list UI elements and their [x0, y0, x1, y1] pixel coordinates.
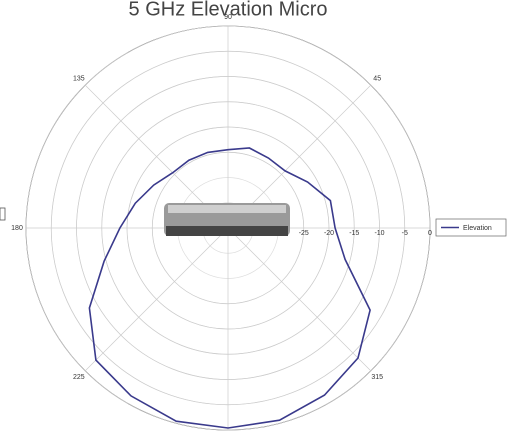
theta-tick-label: 90	[224, 14, 232, 21]
device-image	[164, 203, 290, 236]
spoke	[84, 227, 229, 372]
device-base	[166, 226, 288, 236]
r-tick-label: -10	[374, 230, 384, 237]
spoke	[227, 227, 372, 372]
chart-title: 5 GHz Elevation Micro	[129, 0, 328, 20]
theta-tick-label: 135	[73, 76, 85, 83]
device-top	[168, 205, 286, 213]
r-tick-label: -20	[324, 230, 334, 237]
r-tick-label: 0	[428, 230, 432, 237]
theta-tick-label: 315	[371, 374, 383, 381]
theta-tick-label: 225	[73, 374, 85, 381]
legend-label: Elevation	[463, 225, 492, 232]
offscreen-box	[0, 207, 6, 221]
r-tick-label: -15	[349, 230, 359, 237]
theta-tick-label: 45	[373, 76, 381, 83]
legend-box	[435, 218, 507, 237]
theta-tick-label: 180	[11, 225, 23, 232]
r-tick-label: -5	[402, 230, 408, 237]
series-line	[88, 147, 371, 429]
r-tick-label: -25	[299, 230, 309, 237]
